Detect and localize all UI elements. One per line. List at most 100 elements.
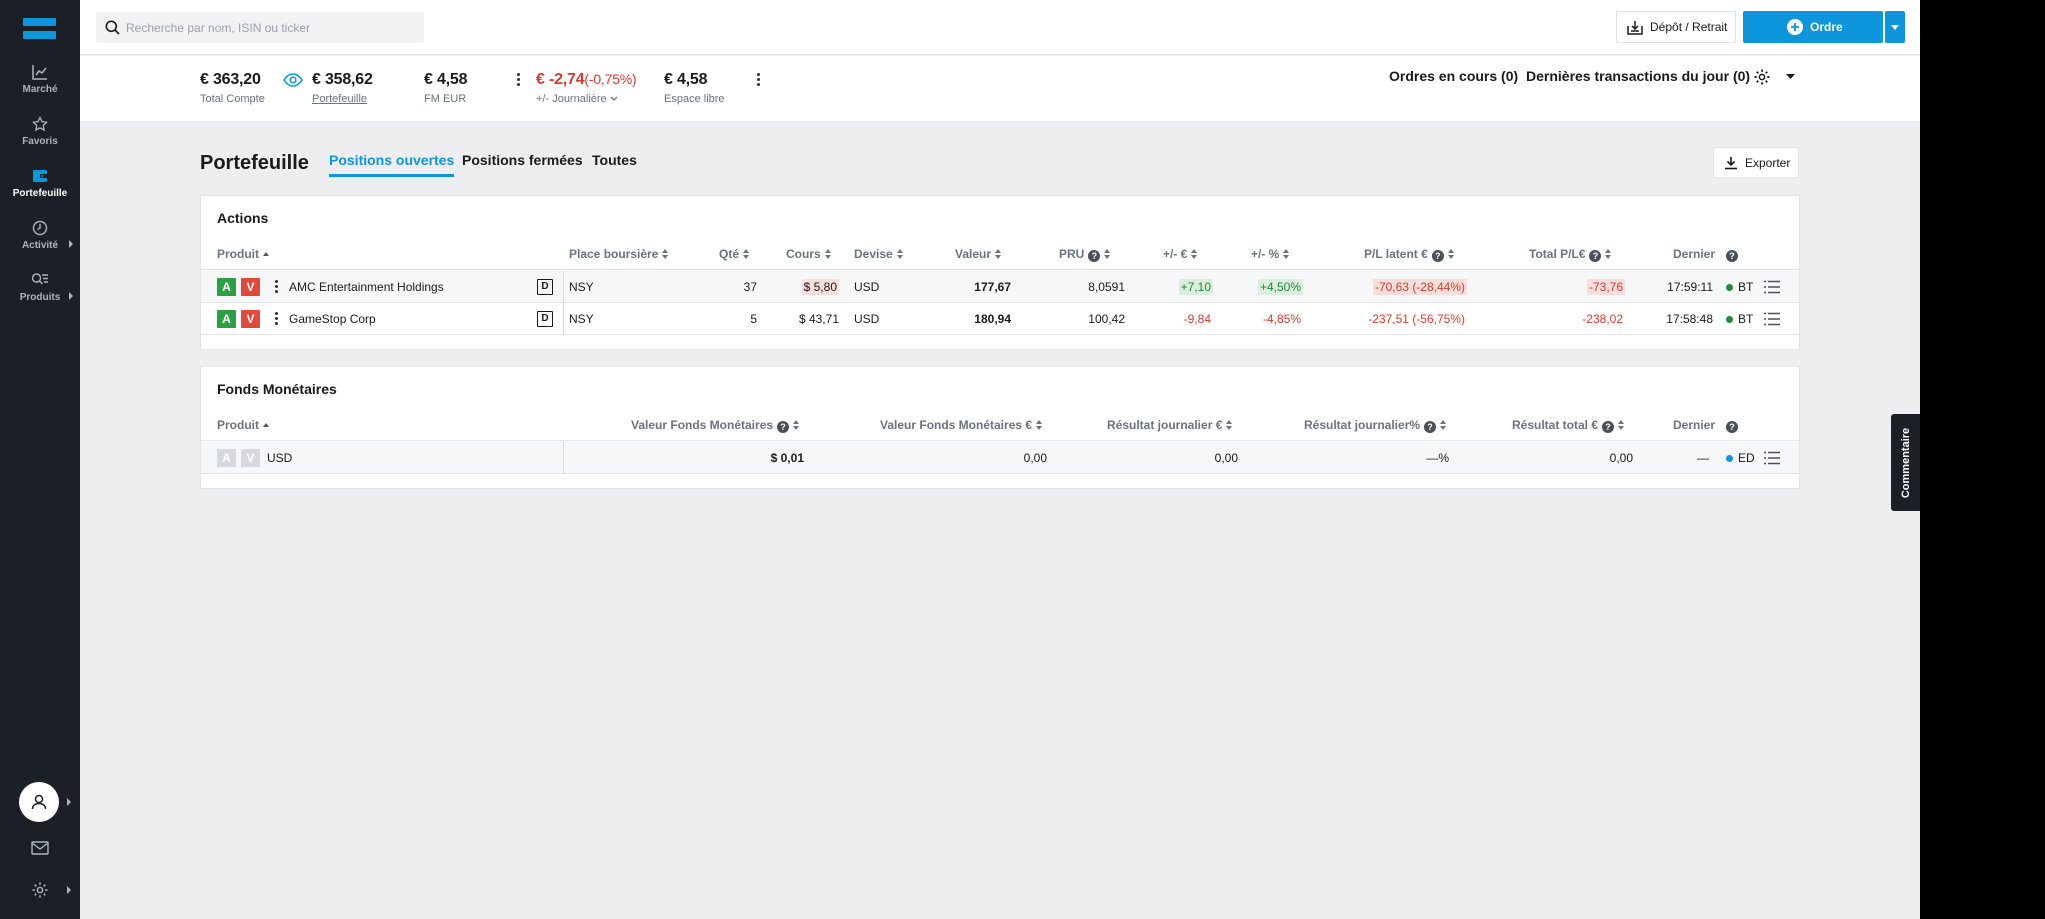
buy-button[interactable]: A [217, 278, 236, 296]
col-valeur-fm[interactable]: Valeur Fonds Monétaires? [631, 418, 800, 433]
help-icon[interactable]: ? [1726, 247, 1738, 262]
time-cell: 17:58:48 [1666, 312, 1713, 326]
table-row[interactable]: A V USD $ 0,01 0,00 0,00 —% 0,00 — ED [201, 442, 1799, 474]
sidebar-item-activite[interactable]: Activité [0, 220, 80, 270]
pru-cell: 8,0591 [1088, 280, 1125, 294]
sell-button[interactable]: V [241, 278, 260, 296]
dernier-cell: — [1697, 451, 1709, 465]
open-orders-link[interactable]: Ordres en cours (0) [1389, 68, 1519, 84]
col-valeur[interactable]: Valeur [955, 247, 1002, 261]
eye-icon[interactable] [283, 73, 303, 87]
resultat-journalier-cell: 0,00 [1214, 451, 1238, 465]
col-cours[interactable]: Cours [786, 247, 832, 261]
tab-positions-fermees[interactable]: Positions fermées [462, 152, 583, 168]
money-market-title: Fonds Monétaires [217, 381, 337, 397]
daily-change-value: € -2,74 [536, 71, 585, 88]
order-dropdown-button[interactable] [1885, 11, 1905, 43]
mail-icon[interactable] [31, 841, 49, 859]
sidebar-item-marche[interactable]: Marché [0, 64, 80, 114]
wallet-icon [33, 170, 47, 182]
sell-button[interactable]: V [241, 310, 260, 328]
sidebar-item-portefeuille[interactable]: Portefeuille [0, 168, 80, 218]
sidebar-item-favoris[interactable]: Favoris [0, 116, 80, 166]
daily-change-stat[interactable]: € -2,74(-0,75%) +/- Journalière [536, 71, 637, 105]
export-button[interactable]: Exporter [1713, 147, 1799, 178]
table-row[interactable]: A V AMC Entertainment Holdings D NSY 37 … [201, 271, 1799, 303]
help-icon[interactable]: ? [1726, 418, 1738, 433]
portfolio-link[interactable]: Portefeuille [312, 93, 368, 105]
avatar[interactable] [19, 782, 59, 822]
col-plus-minus-pct[interactable]: +/- % [1251, 247, 1290, 261]
col-devise[interactable]: Devise [854, 247, 904, 261]
caret-down-icon[interactable] [1786, 74, 1795, 80]
product-name[interactable]: GameStop Corp [289, 312, 376, 326]
search-box[interactable] [96, 12, 424, 43]
download-icon [1725, 156, 1737, 169]
tab-positions-ouvertes[interactable]: Positions ouvertes [329, 152, 455, 177]
search-input[interactable] [126, 12, 416, 43]
app-logo[interactable] [23, 18, 56, 40]
actions-title: Actions [217, 210, 269, 226]
col-plus-minus-eur[interactable]: +/- € [1163, 247, 1198, 261]
col-pl-latent[interactable]: P/L latent €? [1364, 247, 1455, 262]
col-produit[interactable]: Produit [217, 247, 270, 261]
qte-cell: 5 [750, 312, 757, 326]
sidebar-item-label: Portefeuille [12, 188, 68, 199]
product-type-badge: D [537, 311, 553, 327]
total-account-label: Total Compte [200, 93, 265, 105]
gear-icon[interactable] [1753, 68, 1771, 86]
col-dernier[interactable]: Dernier [1673, 247, 1716, 261]
deposit-icon [1627, 20, 1643, 35]
status-dot [1726, 455, 1733, 462]
more-options-icon[interactable] [274, 312, 278, 326]
col-produit[interactable]: Produit [217, 418, 270, 432]
col-total-pl[interactable]: Total P/L€? [1529, 247, 1612, 262]
product-name[interactable]: AMC Entertainment Holdings [289, 280, 444, 294]
sidebar-item-label: Produits [19, 292, 61, 303]
help-icon: ? [1431, 250, 1444, 262]
col-resultat-journalier[interactable]: Résultat journalier € [1107, 418, 1233, 432]
sell-button[interactable]: V [241, 449, 260, 467]
gear-icon[interactable] [31, 881, 49, 899]
depot-retrait-button[interactable]: Dépôt / Retrait [1616, 11, 1736, 43]
tab-toutes[interactable]: Toutes [592, 152, 637, 168]
comment-side-tab[interactable]: Commentaire [1891, 414, 1920, 511]
buy-button[interactable]: A [217, 449, 236, 467]
divider [563, 271, 564, 303]
free-space-label: Espace libre [664, 93, 725, 105]
status-dot [1726, 284, 1733, 291]
list-icon[interactable] [1764, 312, 1780, 326]
more-options-icon[interactable] [516, 73, 520, 87]
product-name[interactable]: USD [267, 451, 293, 465]
buy-button[interactable]: A [217, 310, 236, 328]
col-resultat-journalier-pct[interactable]: Résultat journalier%? [1304, 418, 1447, 433]
total-pl-cell: -73,76 [1586, 279, 1625, 295]
money-market-table-header: Produit Valeur Fonds Monétaires? Valeur … [201, 409, 1799, 441]
table-row[interactable]: A V GameStop Corp D NSY 5 $ 43,71 USD 18… [201, 303, 1799, 335]
new-order-button[interactable]: Ordre [1743, 11, 1883, 43]
pm-pct-cell: +4,50% [1257, 279, 1303, 295]
portfolio-stat[interactable]: € 358,62 Portefeuille [312, 71, 373, 105]
col-place[interactable]: Place boursière [569, 247, 669, 261]
list-icon[interactable] [1764, 451, 1780, 465]
col-qte[interactable]: Qté [719, 247, 750, 261]
sidebar-item-produits[interactable]: Produits [0, 272, 80, 322]
chevron-right-icon [69, 240, 73, 248]
sidebar-item-label: Favoris [22, 136, 58, 147]
col-resultat-total[interactable]: Résultat total €? [1512, 418, 1625, 433]
col-valeur-fm-eur[interactable]: Valeur Fonds Monétaires € [880, 418, 1043, 432]
total-account-stat: € 363,20 Total Compte [200, 71, 265, 105]
help-icon: ? [1088, 250, 1101, 262]
plus-circle-icon [1787, 19, 1803, 35]
more-options-icon[interactable] [756, 73, 760, 87]
sidebar-item-label: Marché [22, 84, 58, 95]
chevron-down-icon [610, 96, 618, 101]
col-dernier[interactable]: Dernier [1673, 418, 1716, 432]
pm-pct-cell: -4,85% [1262, 312, 1301, 326]
list-icon[interactable] [1764, 280, 1780, 294]
col-pru[interactable]: PRU? [1059, 247, 1111, 262]
search-list-icon [31, 273, 48, 285]
more-options-icon[interactable] [274, 280, 278, 294]
daily-transactions-link[interactable]: Dernières transactions du jour (0) [1526, 68, 1751, 84]
account-summary-bar: € 363,20 Total Compte € 358,62 Portefeui… [80, 56, 1920, 122]
